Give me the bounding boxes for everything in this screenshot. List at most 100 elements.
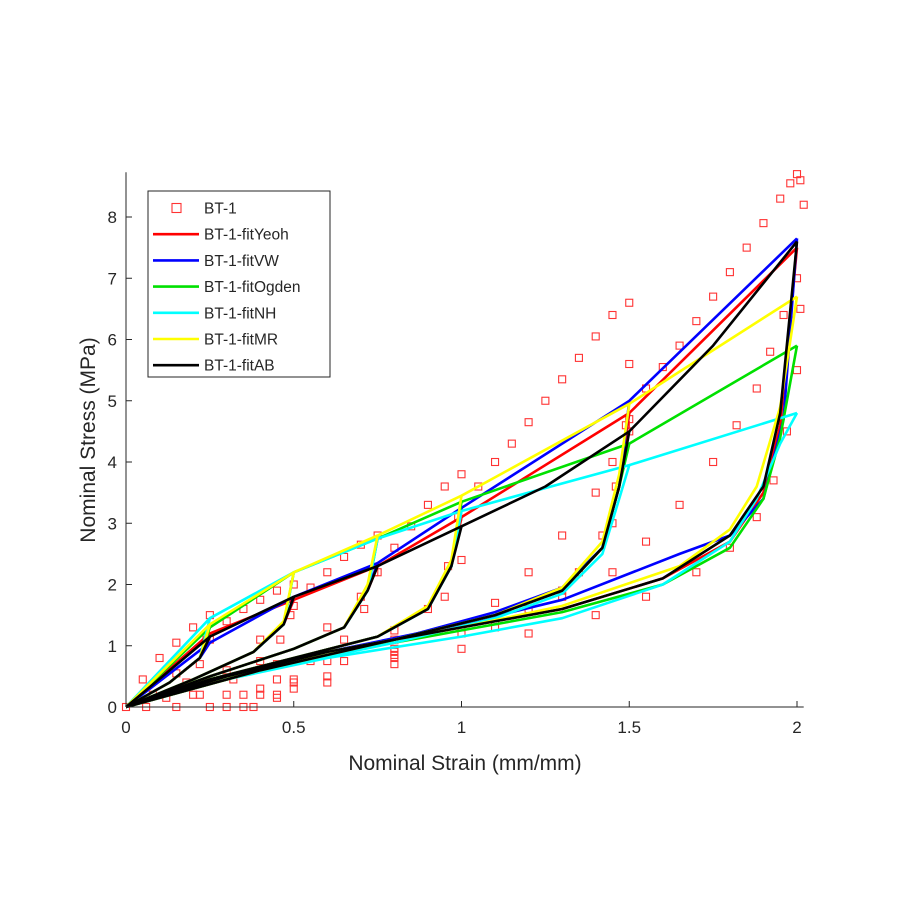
data-point (440, 592, 449, 601)
data-point (725, 268, 734, 277)
fit-unloading-line (125, 412, 799, 709)
data-point (256, 635, 265, 644)
data-point (524, 418, 533, 427)
fit-unloading-line (125, 412, 631, 709)
data-point (591, 611, 600, 620)
data-point (272, 675, 282, 684)
data-point (289, 684, 298, 693)
legend-label: BT-1-fitVW (204, 253, 279, 270)
y-tick-label: 2 (108, 576, 117, 595)
fit-unloading-line (125, 596, 296, 709)
data-point (641, 592, 651, 601)
data-point (256, 690, 265, 699)
x-tick-label: 1 (457, 718, 466, 737)
axes: 0 0.5 1 1.5 2 0 1 2 3 4 5 6 7 8 (108, 172, 804, 737)
data-point (591, 332, 600, 341)
data-point (675, 500, 684, 509)
data-point (752, 384, 761, 393)
data-point (507, 439, 516, 448)
data-point (490, 598, 500, 607)
data-point (289, 678, 298, 687)
x-tick-label: 0 (121, 718, 130, 737)
data-point (625, 298, 634, 307)
data-point (732, 421, 741, 430)
data-point (782, 427, 791, 436)
data-point (709, 292, 718, 301)
fit-unloading-line (125, 431, 631, 709)
plot-area (121, 170, 808, 712)
series-BT-1-fitAB (125, 240, 799, 709)
data-point (766, 347, 775, 356)
data-point (195, 690, 204, 699)
fit-unloading-line (125, 538, 379, 709)
legend-entry: BT-1-fitOgden (153, 279, 301, 296)
data-point (272, 586, 282, 595)
data-point (256, 595, 265, 604)
data-point (799, 200, 808, 209)
y-tick-label: 4 (108, 453, 117, 472)
legend-entry: BT-1-fitYeoh (153, 227, 289, 244)
data-point (769, 476, 778, 485)
legend-entry: BT-1-fitNH (153, 305, 276, 322)
x-axis-label: Nominal Strain (mm/mm) (348, 752, 581, 775)
data-point (786, 179, 795, 188)
x-tick-label: 0.5 (282, 718, 306, 737)
data-point (752, 513, 761, 522)
data-point (323, 568, 332, 577)
x-tick-label: 1.5 (617, 718, 641, 737)
legend-label: BT-1 (204, 201, 237, 218)
data-point (709, 457, 718, 467)
legend-box (147, 190, 331, 378)
data-point (524, 629, 533, 638)
y-tick-label: 8 (108, 208, 117, 227)
y-axis-label: Nominal Stress (MPa) (77, 337, 100, 542)
data-point (608, 457, 617, 467)
legend-marker (171, 202, 182, 214)
y-tick-label: 7 (108, 269, 117, 288)
y-tick-label: 5 (108, 392, 117, 411)
data-point (490, 457, 500, 467)
data-point (155, 653, 164, 663)
data-point (272, 693, 282, 702)
data-point (524, 568, 533, 577)
data-point (323, 623, 332, 632)
legend-label: BT-1-fitOgden (204, 279, 301, 296)
data-point (390, 660, 399, 669)
y-tick-label: 3 (108, 514, 117, 533)
data-point (796, 304, 805, 313)
data-point (222, 690, 231, 699)
data-point (323, 678, 332, 687)
fit-unloading-line (125, 538, 379, 709)
data-point (340, 635, 349, 644)
data-point (759, 219, 768, 228)
data-point (189, 623, 198, 632)
data-point (239, 690, 248, 699)
data-point (195, 660, 204, 669)
data-point (541, 396, 550, 405)
data-point (625, 359, 634, 369)
data-point (725, 543, 734, 552)
legend: BT-1 BT-1-fitYeoh BT-1-fitVW BT-1-fitOgden B… (147, 190, 331, 378)
data-point (692, 317, 701, 326)
data-point (474, 482, 483, 491)
data-point (172, 638, 181, 647)
data-point (608, 568, 617, 577)
data-point (276, 635, 285, 644)
fit-unloading-line (125, 565, 379, 709)
data-point (138, 675, 147, 684)
legend-entry: BT-1-fitAB (153, 358, 275, 375)
x-tick-label: 2 (792, 718, 801, 737)
fit-unloading-line (125, 596, 296, 709)
y-tick-label: 6 (108, 331, 117, 350)
data-point (675, 341, 684, 350)
data-point (457, 644, 466, 653)
data-point (340, 552, 349, 561)
data-point (323, 672, 332, 681)
data-point (608, 310, 617, 320)
legend-label: BT-1-fitAB (204, 358, 275, 375)
data-point (423, 500, 433, 509)
legend-entry: BT-1 (171, 201, 237, 218)
data-point (440, 482, 449, 491)
y-tick-label: 1 (108, 637, 117, 656)
